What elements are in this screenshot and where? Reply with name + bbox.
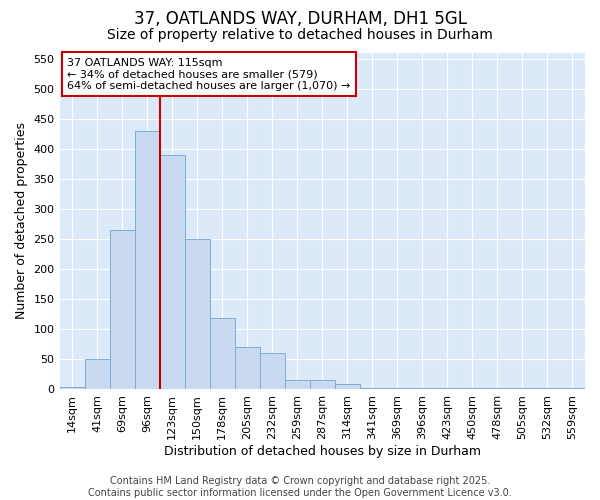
Bar [235, 347, 260, 389]
Bar [535, 388, 560, 389]
Bar [85, 359, 110, 389]
Bar [134, 130, 160, 389]
Bar [160, 154, 185, 389]
Bar [485, 388, 510, 389]
Bar [360, 388, 385, 389]
Bar [260, 353, 285, 389]
Bar [185, 239, 209, 389]
Bar [285, 380, 310, 389]
Bar [310, 380, 335, 389]
Bar [385, 388, 410, 389]
Text: Contains HM Land Registry data © Crown copyright and database right 2025.
Contai: Contains HM Land Registry data © Crown c… [88, 476, 512, 498]
Text: 37, OATLANDS WAY, DURHAM, DH1 5GL: 37, OATLANDS WAY, DURHAM, DH1 5GL [133, 10, 467, 28]
Text: 37 OATLANDS WAY: 115sqm
← 34% of detached houses are smaller (579)
64% of semi-d: 37 OATLANDS WAY: 115sqm ← 34% of detache… [67, 58, 351, 90]
Bar [410, 388, 435, 389]
Bar [335, 384, 360, 389]
Bar [560, 388, 585, 389]
Y-axis label: Number of detached properties: Number of detached properties [15, 122, 28, 319]
Bar [460, 388, 485, 389]
X-axis label: Distribution of detached houses by size in Durham: Distribution of detached houses by size … [164, 444, 481, 458]
Bar [110, 230, 134, 389]
Text: Size of property relative to detached houses in Durham: Size of property relative to detached ho… [107, 28, 493, 42]
Bar [435, 388, 460, 389]
Bar [209, 318, 235, 389]
Bar [59, 387, 85, 389]
Bar [510, 388, 535, 389]
